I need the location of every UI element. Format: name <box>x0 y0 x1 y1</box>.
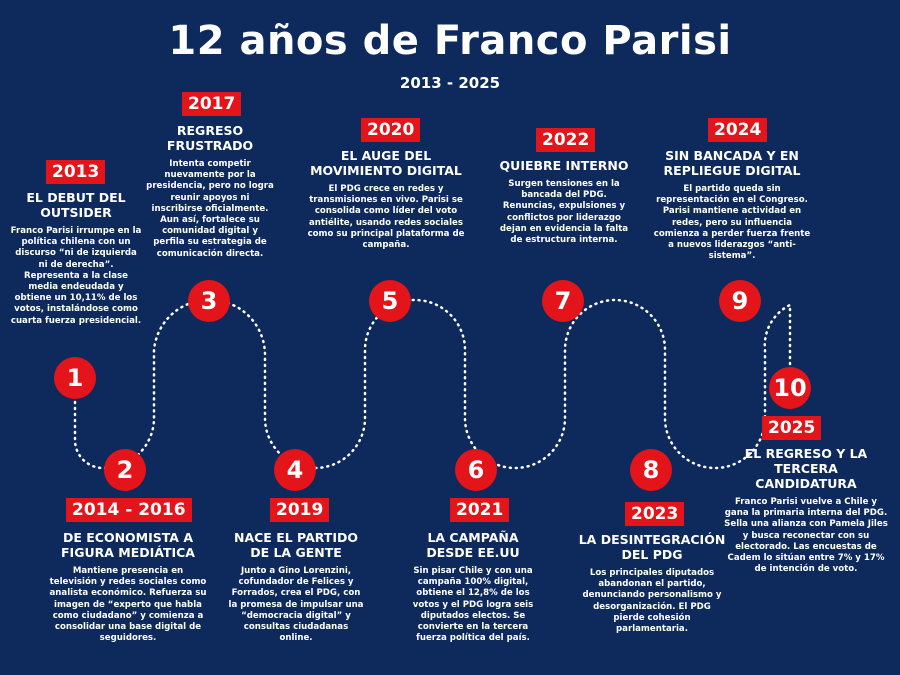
milestone-10-year: 2025 <box>762 416 822 440</box>
page-title: 12 años de Franco Parisi <box>168 18 732 64</box>
milestone-10-marker: 10 <box>769 367 811 409</box>
milestone-3-text: Intenta competir nuevamente por la presi… <box>146 159 274 259</box>
milestone-2-marker: 2 <box>104 449 146 491</box>
milestone-5-text: El PDG crece en redes y transmisiones en… <box>307 184 465 251</box>
milestone-2-year: 2014 - 2016 <box>66 498 192 522</box>
milestone-7-card: QUIEBRE INTERNO Surgen tensiones en la b… <box>498 158 630 246</box>
milestone-4-year: 2019 <box>270 498 330 522</box>
milestone-8-card: LA DESINTEGRACIÓN DEL PDG Los principale… <box>577 532 727 635</box>
milestone-7-year: 2022 <box>536 128 596 152</box>
milestone-6-marker: 6 <box>455 449 497 491</box>
milestone-1-marker: 1 <box>54 357 96 399</box>
milestone-8-text: Los principales diputados abandonan el p… <box>582 568 722 635</box>
milestone-7-marker: 7 <box>542 280 584 322</box>
milestone-5-year: 2020 <box>361 118 421 142</box>
milestone-2-text: Mantiene presencia en televisión y redes… <box>49 566 207 644</box>
milestone-1-text: Franco Parisi irrumpe en la política chi… <box>10 226 142 326</box>
milestone-5-heading: EL AUGE DEL MOVIMIENTO DIGITAL <box>310 148 462 178</box>
milestone-4-marker: 4 <box>274 449 316 491</box>
page-subtitle: 2013 - 2025 <box>399 74 501 92</box>
milestone-1-year: 2013 <box>46 160 106 184</box>
milestone-3-card: REGRESO FRUSTRADO Intenta competir nueva… <box>145 123 275 260</box>
milestone-1-card: EL DEBUT DEL OUTSIDER Franco Parisi irru… <box>10 190 142 327</box>
milestone-8-heading: LA DESINTEGRACIÓN DEL PDG <box>578 532 726 562</box>
milestone-9-card: SIN BANCADA Y EN REPLIEGUE DIGITAL El pa… <box>652 148 812 262</box>
milestone-9-year: 2024 <box>708 118 768 142</box>
milestone-10-heading: EL REGRESO Y LA TERCERA CANDIDATURA <box>744 446 868 491</box>
milestone-6-card: LA CAMPAÑA DESDE EE.UU Sin pisar Chile y… <box>408 530 538 644</box>
milestone-8-marker: 8 <box>630 449 672 491</box>
milestone-6-year: 2021 <box>450 498 510 522</box>
milestone-2-card: DE ECONOMISTA A FIGURA MEDIÁTICA Mantien… <box>48 530 208 644</box>
milestone-10-card: EL REGRESO Y LA TERCERA CANDIDATURA Fran… <box>722 446 890 575</box>
milestone-6-heading: LA CAMPAÑA DESDE EE.UU <box>426 530 520 560</box>
milestone-9-marker: 9 <box>719 280 761 322</box>
milestone-4-text: Junto a Gino Lorenzini, cofundador de Fe… <box>228 566 364 644</box>
milestone-7-heading: QUIEBRE INTERNO <box>499 158 629 173</box>
milestone-6-text: Sin pisar Chile y con una campaña 100% d… <box>412 566 534 644</box>
milestone-3-marker: 3 <box>188 280 230 322</box>
milestone-5-card: EL AUGE DEL MOVIMIENTO DIGITAL El PDG cr… <box>305 148 467 251</box>
milestone-2-heading: DE ECONOMISTA A FIGURA MEDIÁTICA <box>61 530 195 560</box>
milestone-9-text: El partido queda sin representación en e… <box>653 184 811 262</box>
milestone-9-heading: SIN BANCADA Y EN REPLIEGUE DIGITAL <box>663 148 801 178</box>
milestone-3-heading: REGRESO FRUSTRADO <box>166 123 254 153</box>
milestone-4-heading: NACE EL PARTIDO DE LA GENTE <box>234 530 358 560</box>
milestone-7-text: Surgen tensiones en la bancada del PDG. … <box>499 179 629 246</box>
milestone-3-year: 2017 <box>182 92 242 116</box>
milestone-4-card: NACE EL PARTIDO DE LA GENTE Junto a Gino… <box>226 530 366 644</box>
milestone-5-marker: 5 <box>369 280 411 322</box>
milestone-1-heading: EL DEBUT DEL OUTSIDER <box>26 190 126 220</box>
milestone-8-year: 2023 <box>625 502 685 526</box>
milestone-10-text: Franco Parisi vuelve a Chile y gana la p… <box>724 497 888 575</box>
